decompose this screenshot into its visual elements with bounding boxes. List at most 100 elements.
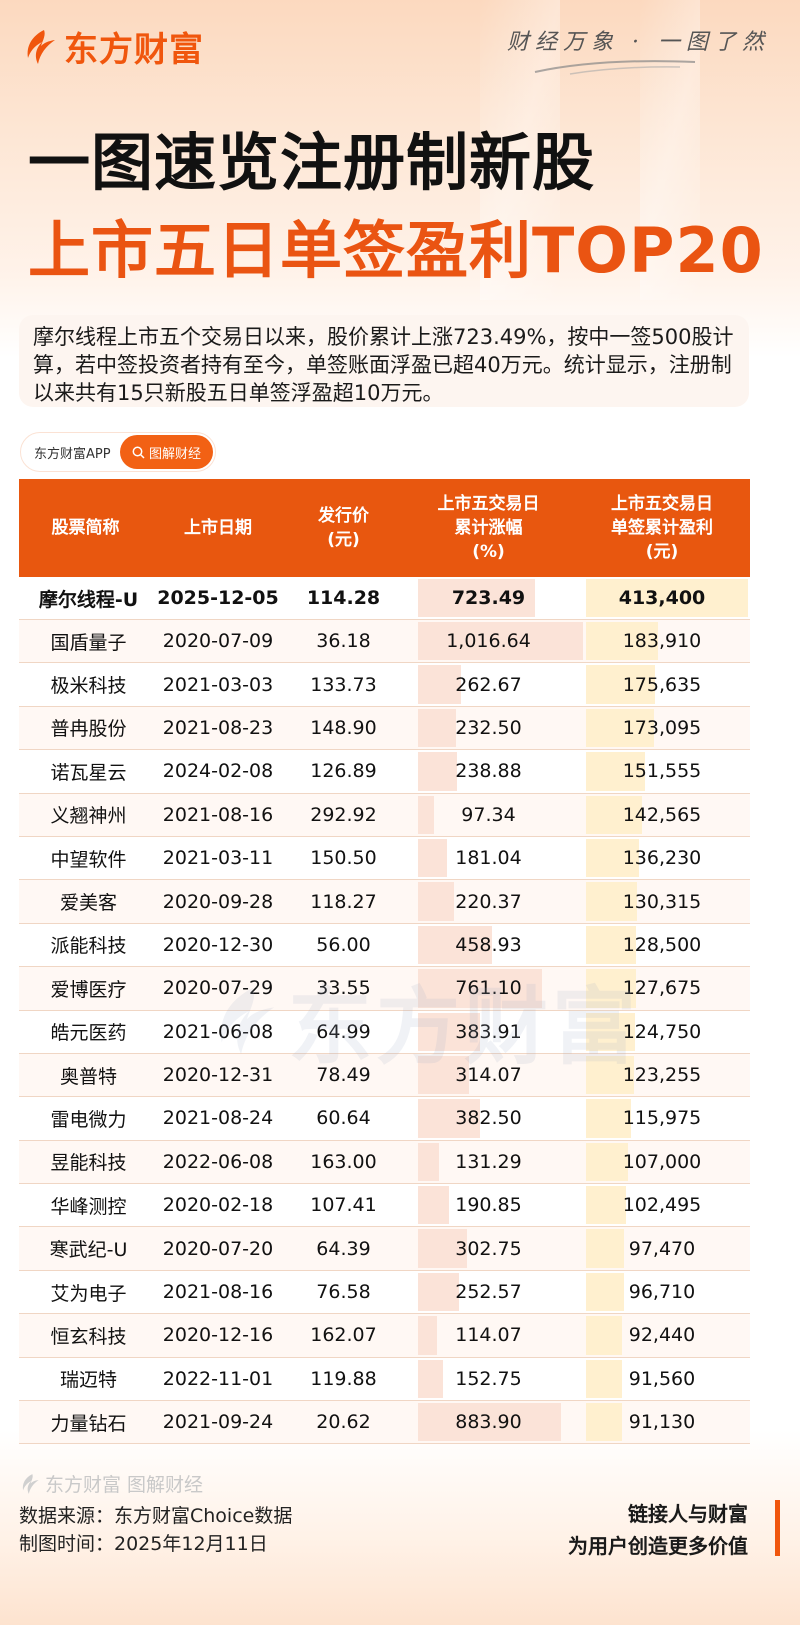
five-day-profit: 175,635 [622,673,702,696]
gain-bar [418,882,454,921]
profit-bar [586,925,637,965]
profit-bar [586,795,642,834]
five-day-profit: 127,675 [622,977,702,1000]
five-day-profit: 91,130 [628,1411,696,1434]
gain-bar [418,708,456,748]
five-day-gain: 252.57 [455,1281,522,1304]
listing-date: 2020-12-31 [162,1064,274,1087]
five-day-gain: 181.04 [455,847,522,870]
five-day-gain: 723.49 [451,587,526,609]
gain-bar [418,1316,437,1355]
profit-bar [586,1186,627,1225]
listing-date: 2025-12-05 [157,587,279,609]
stock-name: 皓元医药 [50,1022,127,1045]
profit-bar [586,665,655,704]
five-day-gain: 97.34 [461,803,516,826]
issue-price: 119.88 [310,1367,377,1390]
table-row: 艾为电子 2021-08-16 76.58 252.57 96,710 [19,1271,750,1315]
listing-date: 2021-03-03 [162,673,274,696]
table-row: 诺瓦星云 2024-02-08 126.89 238.88 151,555 [19,750,750,794]
listing-date: 2021-06-08 [162,1020,274,1043]
five-day-gain: 131.29 [455,1150,522,1173]
table-row: 雷电微力 2021-08-24 60.64 382.50 115,975 [19,1097,750,1141]
five-day-gain: 883.90 [455,1411,522,1434]
table-row: 爱博医疗 2020-07-29 33.55 761.10 127,675 [19,967,750,1011]
five-day-profit: 173,095 [622,716,702,739]
gain-bar [418,752,457,791]
issue-price: 78.49 [316,1064,371,1087]
footer-source: 数据来源：东方财富Choice数据 制图时间：2025年12月11日 [19,1502,292,1558]
graphic-finance-button[interactable]: 图解财经 [120,435,213,469]
five-day-gain: 238.88 [455,760,522,783]
table-row: 皓元医药 2021-06-08 64.99 383.91 124,750 [19,1011,750,1054]
table-row: 普冉股份 2021-08-23 148.90 232.50 173,095 [19,706,750,751]
stock-name: 爱博医疗 [50,978,127,1001]
profit-bar [586,622,659,661]
gain-bar [418,1403,562,1442]
tagline-line2: 为用户创造更多价值 [568,1534,748,1558]
listing-date: 2021-08-23 [162,716,274,739]
brand-flame-icon [27,29,55,64]
summary-text: 摩尔线程上市五个交易日以来，股价累计上涨723.49%，按中一签500股计算，若… [19,315,749,407]
five-day-profit: 91,560 [628,1367,696,1390]
five-day-profit: 130,315 [622,890,702,913]
five-day-gain: 114.07 [455,1324,522,1347]
five-day-profit: 413,400 [618,587,706,609]
profit-bar [586,1229,625,1268]
five-day-profit: 97,470 [628,1237,696,1260]
five-day-gain: 220.37 [455,890,522,913]
table-header: 股票简称 上市日期 发行价 (元) 上市五交易日 累计涨幅 (%) 上市五交易日 单签累… [19,479,750,577]
stock-name: 极米科技 [50,675,127,698]
listing-date: 2020-07-29 [162,977,274,1000]
gain-bar [418,1186,449,1225]
footer-flame-icon [22,1473,39,1494]
table-row: 寒武纪-U 2020-07-20 64.39 302.75 97,470 [19,1227,750,1271]
stock-name: 瑞迈特 [59,1369,117,1392]
source-tag: 东方财富APP 图解财经 [20,432,216,472]
five-day-gain: 302.75 [455,1237,522,1260]
gain-bar [418,838,448,878]
gain-bar [418,1142,440,1182]
stock-name: 力量钻石 [50,1412,127,1435]
stock-name: 中望软件 [50,848,127,871]
issue-price: 133.73 [310,673,377,696]
table-row: 派能科技 2020-12-30 56.00 458.93 128,500 [19,924,750,968]
header-issue-price: 发行价 (元) [318,506,369,550]
footer-accent-bar [775,1500,780,1556]
graphic-finance-label: 图解财经 [148,446,201,462]
ipo-profit-table: 股票简称 上市日期 发行价 (元) 上市五交易日 累计涨幅 (%) 上市五交易日 单签累… [19,479,750,1445]
page-title-line1: 一图速览注册制新股 [28,126,596,199]
gain-bar [418,622,583,661]
table-row: 力量钻石 2021-09-24 20.62 883.90 91,130 [19,1401,750,1445]
profit-bar [586,882,638,921]
page-title-line2: 上市五日单签盈利TOP20 [28,214,764,287]
five-day-profit: 115,975 [622,1107,702,1130]
five-day-profit: 96,710 [628,1281,696,1304]
chart-date: 制图时间：2025年12月11日 [19,1533,268,1555]
listing-date: 2020-07-20 [162,1237,274,1260]
gain-bar [418,579,536,617]
gain-bar [418,1359,443,1399]
header-five-day-gain: 上市五交易日 累计涨幅 (%) [437,494,540,562]
issue-price: 148.90 [310,716,377,739]
gain-bar [418,925,493,965]
stock-name: 雷电微力 [50,1108,127,1131]
five-day-gain: 458.93 [455,933,522,956]
listing-date: 2020-12-16 [162,1324,274,1347]
footer-tagline: 链接人与财富 为用户创造更多价值 [568,1498,748,1562]
stock-name: 昱能科技 [50,1152,127,1175]
issue-price: 162.07 [310,1324,377,1347]
table-row: 瑞迈特 2022-11-01 119.88 152.75 91,560 [19,1358,750,1402]
five-day-profit: 92,440 [628,1324,696,1347]
listing-date: 2020-07-09 [162,630,274,653]
table-row: 恒玄科技 2020-12-16 162.07 114.07 92,440 [19,1314,750,1358]
five-day-gain: 190.85 [455,1194,522,1217]
issue-price: 36.18 [316,630,371,653]
profit-bar [586,969,637,1008]
table-row: 国盾量子 2020-07-09 36.18 1,016.64 183,910 [19,620,750,664]
five-day-profit: 124,750 [622,1020,702,1043]
profit-bar [586,708,654,748]
five-day-gain: 314.07 [455,1064,522,1087]
five-day-gain: 152.75 [455,1367,522,1390]
five-day-gain: 382.50 [455,1107,522,1130]
